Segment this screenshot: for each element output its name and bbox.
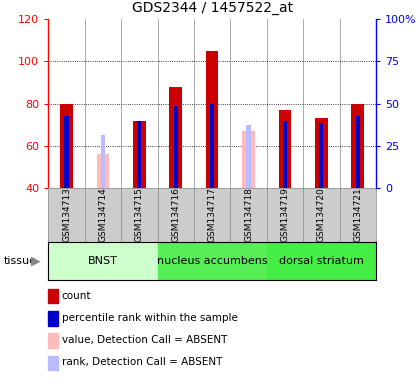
Text: GSM134713: GSM134713 <box>62 188 71 242</box>
Text: tissue: tissue <box>4 256 37 266</box>
Text: percentile rank within the sample: percentile rank within the sample <box>62 313 238 323</box>
Bar <box>64 116 69 188</box>
Text: GSM134718: GSM134718 <box>244 188 253 242</box>
Bar <box>101 136 105 188</box>
Text: GSM134720: GSM134720 <box>317 188 326 242</box>
Text: nucleus accumbens: nucleus accumbens <box>157 256 268 266</box>
Bar <box>137 121 142 188</box>
Bar <box>267 242 376 280</box>
Text: BNST: BNST <box>88 256 118 266</box>
Text: count: count <box>62 291 91 301</box>
Text: GSM134717: GSM134717 <box>207 188 217 242</box>
Text: GSM134719: GSM134719 <box>281 188 289 242</box>
Bar <box>278 110 291 188</box>
Bar <box>158 242 267 280</box>
Bar <box>355 116 360 188</box>
Bar <box>206 51 218 188</box>
Bar <box>48 242 158 280</box>
Text: dorsal striatum: dorsal striatum <box>279 256 364 266</box>
Text: GSM134715: GSM134715 <box>135 188 144 242</box>
Text: ▶: ▶ <box>31 255 40 268</box>
Text: GSM134721: GSM134721 <box>353 188 362 242</box>
Text: GSM134716: GSM134716 <box>171 188 180 242</box>
Bar <box>246 125 251 188</box>
Bar <box>210 104 214 188</box>
Bar <box>242 131 255 188</box>
Text: rank, Detection Call = ABSENT: rank, Detection Call = ABSENT <box>62 358 222 367</box>
Title: GDS2344 / 1457522_at: GDS2344 / 1457522_at <box>131 2 293 15</box>
Bar <box>60 104 73 188</box>
Bar <box>169 87 182 188</box>
Bar <box>283 121 287 188</box>
Bar <box>173 106 178 188</box>
Text: GSM134714: GSM134714 <box>98 188 108 242</box>
Bar <box>319 123 323 188</box>
Bar <box>351 104 364 188</box>
Bar <box>97 154 109 188</box>
Bar <box>315 118 328 188</box>
Bar <box>133 121 146 188</box>
Text: value, Detection Call = ABSENT: value, Detection Call = ABSENT <box>62 335 227 345</box>
